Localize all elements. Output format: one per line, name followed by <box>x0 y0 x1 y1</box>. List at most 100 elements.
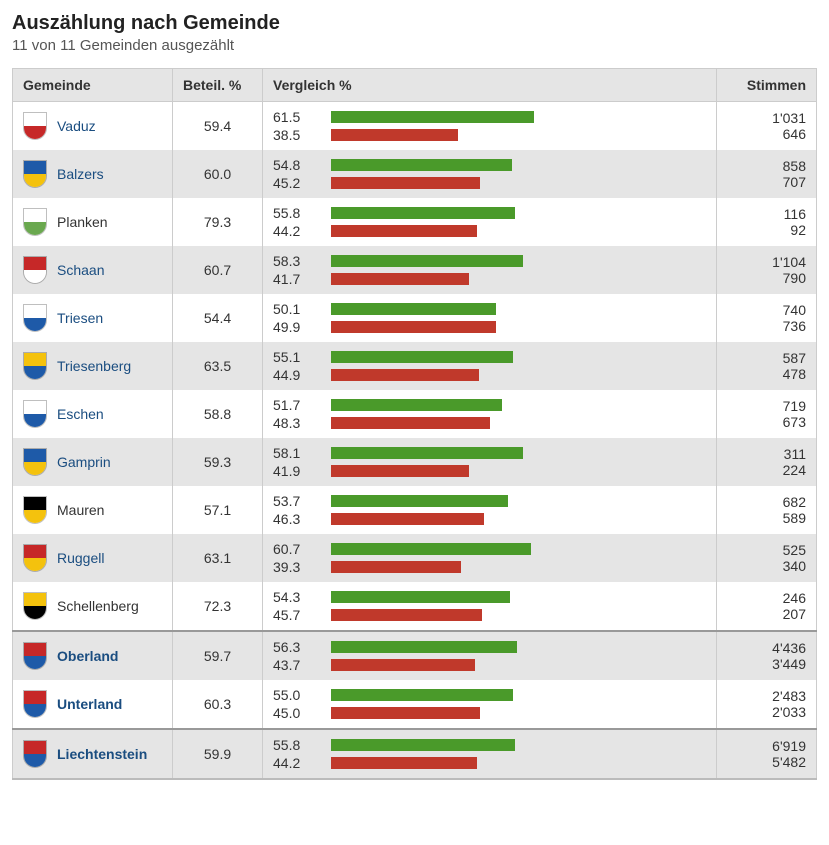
vergleich-cell: 53.746.3 <box>263 486 717 534</box>
table-row: Eschen58.851.748.3719673 <box>13 390 817 438</box>
no-pct: 39.3 <box>273 559 313 575</box>
table-row: Gamprin59.358.141.9311224 <box>13 438 817 486</box>
beteil-value: 60.3 <box>173 680 263 729</box>
stimmen-cell: 4'4363'449 <box>717 631 817 680</box>
yes-pct: 53.7 <box>273 493 313 509</box>
table-row: Oberland 59.756.343.74'4363'449 <box>13 631 817 680</box>
stimmen-cell: 311224 <box>717 438 817 486</box>
yes-bar <box>331 739 661 751</box>
coat-of-arms-icon <box>23 690 47 718</box>
stimmen-cell: 246207 <box>717 582 817 631</box>
coat-of-arms-icon <box>23 740 47 768</box>
beteil-value: 72.3 <box>173 582 263 631</box>
beteil-value: 59.4 <box>173 102 263 151</box>
coat-of-arms-icon <box>23 304 47 332</box>
no-pct: 44.2 <box>273 755 313 771</box>
yes-pct: 55.0 <box>273 687 313 703</box>
gemeinde-name: Unterland <box>57 696 122 712</box>
yes-pct: 55.8 <box>273 205 313 221</box>
col-beteil: Beteil. % <box>173 69 263 102</box>
yes-votes: 719 <box>727 398 806 414</box>
vergleich-cell: 61.538.5 <box>263 102 717 151</box>
page-subtitle: 11 von 11 Gemeinden ausgezählt <box>12 37 817 54</box>
gemeinde-link[interactable]: Ruggell <box>57 550 104 566</box>
stimmen-cell: 740736 <box>717 294 817 342</box>
no-bar <box>331 177 661 189</box>
no-votes: 673 <box>727 414 806 430</box>
yes-bar <box>331 159 661 171</box>
gemeinde-link[interactable]: Gamprin <box>57 454 111 470</box>
vergleich-cell: 56.343.7 <box>263 631 717 680</box>
coat-of-arms-icon <box>23 400 47 428</box>
beteil-value: 79.3 <box>173 198 263 246</box>
beteil-value: 59.9 <box>173 729 263 779</box>
no-bar <box>331 561 661 573</box>
stimmen-cell: 858707 <box>717 150 817 198</box>
yes-pct: 50.1 <box>273 301 313 317</box>
vergleich-cell: 54.345.7 <box>263 582 717 631</box>
no-bar <box>331 129 661 141</box>
coat-of-arms-icon <box>23 256 47 284</box>
gemeinde-link[interactable]: Triesen <box>57 310 103 326</box>
yes-bar <box>331 543 661 555</box>
vergleich-cell: 54.845.2 <box>263 150 717 198</box>
vergleich-cell: 60.7 39.3 <box>263 534 717 582</box>
yes-pct: 51.7 <box>273 397 313 413</box>
stimmen-cell: 719673 <box>717 390 817 438</box>
no-votes: 224 <box>727 462 806 478</box>
no-votes: 5'482 <box>727 754 806 770</box>
stimmen-cell: 682589 <box>717 486 817 534</box>
yes-votes: 6'919 <box>727 738 806 754</box>
gemeinde-link[interactable]: Vaduz <box>57 118 96 134</box>
yes-pct: 58.3 <box>273 253 313 269</box>
yes-votes: 2'483 <box>727 688 806 704</box>
gemeinde-link[interactable]: Eschen <box>57 406 104 422</box>
yes-pct: 61.5 <box>273 109 313 125</box>
no-bar <box>331 417 661 429</box>
stimmen-cell: 1'031646 <box>717 102 817 151</box>
table-row: Schellenberg72.354.345.7246207 <box>13 582 817 631</box>
page-title: Auszählung nach Gemeinde <box>12 12 817 35</box>
results-table: Gemeinde Beteil. % Vergleich % Stimmen V… <box>12 68 817 780</box>
beteil-value: 57.1 <box>173 486 263 534</box>
vergleich-cell: 55.8 44.2 <box>263 198 717 246</box>
no-pct: 44.2 <box>273 223 313 239</box>
no-pct: 41.9 <box>273 463 313 479</box>
gemeinde-name: Planken <box>57 214 108 230</box>
no-votes: 589 <box>727 510 806 526</box>
yes-votes: 311 <box>727 446 806 462</box>
coat-of-arms-icon <box>23 160 47 188</box>
coat-of-arms-icon <box>23 592 47 620</box>
stimmen-cell: 525340 <box>717 534 817 582</box>
no-pct: 44.9 <box>273 367 313 383</box>
coat-of-arms-icon <box>23 496 47 524</box>
gemeinde-link[interactable]: Triesenberg <box>57 358 131 374</box>
vergleich-cell: 50.149.9 <box>263 294 717 342</box>
yes-pct: 60.7 <box>273 541 313 557</box>
yes-bar <box>331 111 661 123</box>
table-row: Mauren57.153.746.3682589 <box>13 486 817 534</box>
no-votes: 207 <box>727 606 806 622</box>
col-vergleich: Vergleich % <box>263 69 717 102</box>
coat-of-arms-icon <box>23 544 47 572</box>
no-bar <box>331 757 661 769</box>
yes-bar <box>331 447 661 459</box>
yes-votes: 4'436 <box>727 640 806 656</box>
table-row: Triesen54.450.149.9740736 <box>13 294 817 342</box>
gemeinde-link[interactable]: Schaan <box>57 262 104 278</box>
gemeinde-link[interactable]: Balzers <box>57 166 104 182</box>
no-bar <box>331 273 661 285</box>
table-row: Triesenberg63.555.144.9587478 <box>13 342 817 390</box>
table-row: Planken79.355.844.211692 <box>13 198 817 246</box>
gemeinde-name: Oberland <box>57 648 118 664</box>
beteil-value: 59.7 <box>173 631 263 680</box>
yes-votes: 858 <box>727 158 806 174</box>
no-bar <box>331 369 661 381</box>
beteil-value: 63.1 <box>173 534 263 582</box>
yes-bar <box>331 399 661 411</box>
yes-bar <box>331 351 661 363</box>
vergleich-cell: 55.844.2 <box>263 729 717 779</box>
yes-pct: 58.1 <box>273 445 313 461</box>
vergleich-cell: 58.341.7 <box>263 246 717 294</box>
no-votes: 736 <box>727 318 806 334</box>
